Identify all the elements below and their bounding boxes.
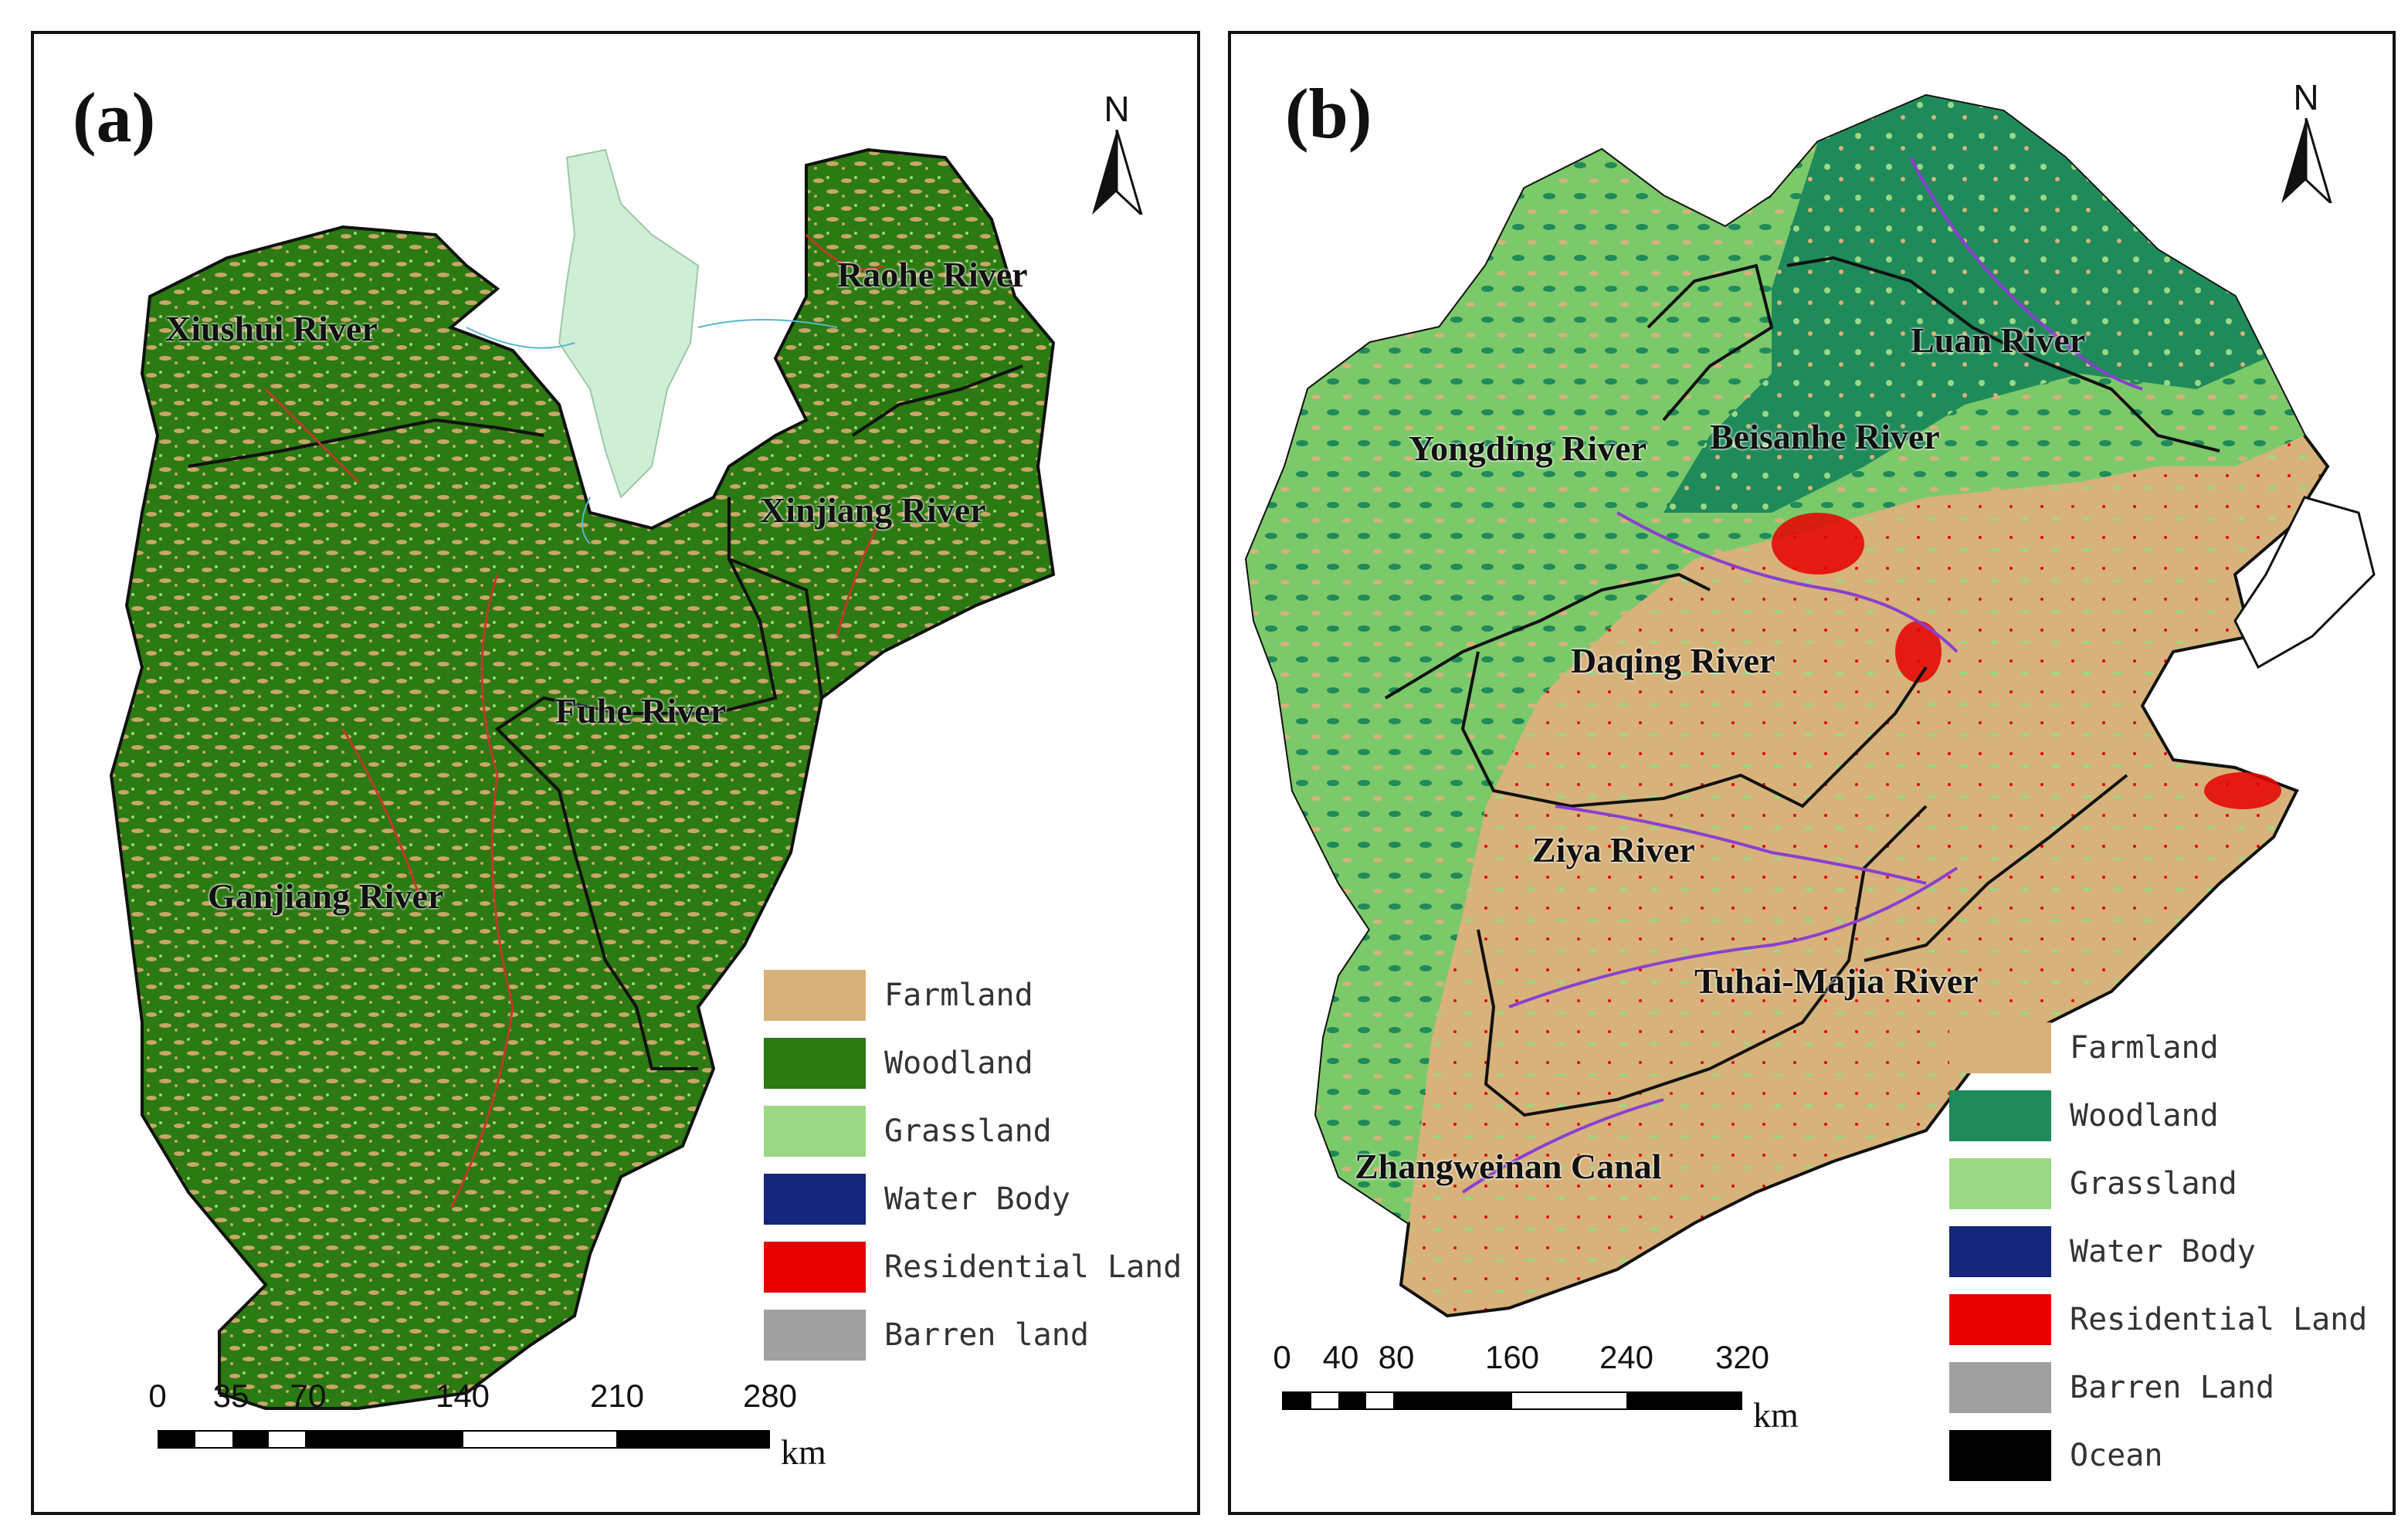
legend-swatch [764, 970, 866, 1021]
legend-label: Water Body [2070, 1234, 2256, 1269]
scale-tick: 0 [148, 1378, 167, 1414]
river-label: Ganjiang River [208, 876, 444, 916]
legend-swatch [764, 1038, 866, 1089]
scale-tick: 280 [742, 1378, 798, 1414]
legend-item: Farmland [1949, 1022, 2367, 1073]
basin-a-land [109, 147, 1056, 1410]
legend-label: Barren Land [2070, 1370, 2274, 1405]
north-arrow-icon [2281, 117, 2333, 207]
legend-swatch [764, 1242, 866, 1293]
legend-item: Water Body [1949, 1226, 2367, 1277]
legend-label: Farmland [884, 978, 1033, 1013]
river-label: Zhangweinan Canal [1355, 1147, 1662, 1186]
legend-swatch [1949, 1430, 2051, 1481]
scale-tick: 40 [1322, 1339, 1359, 1375]
scale-bar-b: 0 40 80 160 240 320 km [1248, 1339, 1943, 1447]
scale-unit: km [1753, 1395, 1799, 1435]
map-a-canvas [109, 147, 1056, 1410]
legend-label: Woodland [884, 1046, 1033, 1081]
scale-bar [158, 1430, 770, 1449]
legend-label: Ocean [2070, 1438, 2163, 1473]
scale-tick: 70 [290, 1378, 327, 1414]
north-arrow-b: N [2275, 76, 2337, 207]
legend-a: Farmland Woodland Grassland Water Body R… [764, 970, 1182, 1378]
scale-tick: 320 [1714, 1339, 1770, 1375]
panel-label-a: (a) [73, 78, 156, 157]
legend-item: Woodland [1949, 1090, 2367, 1141]
bohai-bay [2233, 496, 2376, 669]
legend-label: Woodland [2070, 1098, 2219, 1134]
river-label: Yongding River [1409, 429, 1647, 468]
legend-item: Residential Land [1949, 1294, 2367, 1345]
legend-swatch [1949, 1158, 2051, 1209]
legend-swatch [764, 1106, 866, 1157]
legend-item: Water Body [764, 1174, 1182, 1225]
legend-label: Grassland [2070, 1166, 2237, 1202]
legend-item: Residential Land [764, 1242, 1182, 1293]
panel-label-b: (b) [1285, 74, 1372, 153]
scale-tick: 240 [1599, 1339, 1654, 1375]
scale-tick: 160 [1484, 1339, 1540, 1375]
map-panel-a: (a) N Xiushui River Raohe River Xinjiang… [31, 31, 1200, 1515]
legend-item: Grassland [1949, 1158, 2367, 1209]
river-label: Ziya River [1532, 830, 1695, 869]
legend-swatch [1949, 1294, 2051, 1345]
scale-tick: 80 [1378, 1339, 1415, 1375]
river-label: Xiushui River [165, 309, 378, 348]
north-arrow-icon [1092, 129, 1144, 219]
legend-item: Ocean [1949, 1430, 2367, 1481]
legend-label: Barren land [884, 1317, 1089, 1353]
legend-swatch [1949, 1226, 2051, 1277]
legend-label: Farmland [2070, 1030, 2219, 1066]
legend-item: Barren Land [1949, 1362, 2367, 1413]
scale-bar [1282, 1391, 1742, 1410]
legend-swatch [1949, 1090, 2051, 1141]
poyang-lake [558, 148, 700, 499]
legend-item: Grassland [764, 1106, 1182, 1157]
scale-unit: km [781, 1432, 826, 1472]
legend-item: Farmland [764, 970, 1182, 1021]
river-label: Beisanhe River [1710, 417, 1940, 456]
legend-label: Residential Land [884, 1249, 1182, 1285]
river-label: Daqing River [1571, 641, 1775, 680]
river-label: Tuhai-Majia River [1694, 961, 1979, 1001]
legend-label: Water Body [884, 1181, 1070, 1217]
scale-bar-a: 0 35 70 140 210 280 km [123, 1378, 826, 1486]
legend-label: Residential Land [2070, 1302, 2368, 1337]
scale-tick: 35 [212, 1378, 249, 1414]
legend-item: Barren land [764, 1310, 1182, 1361]
scale-tick: 140 [435, 1378, 490, 1414]
north-label: N [1104, 89, 1130, 129]
legend-item: Woodland [764, 1038, 1182, 1089]
legend-swatch [764, 1310, 866, 1361]
river-label: Raohe River [837, 255, 1028, 294]
legend-swatch [764, 1174, 866, 1225]
map-panel-b: (b) N Luan River Yongding River Beisanhe… [1228, 31, 2396, 1515]
north-arrow-a: N [1086, 88, 1148, 219]
legend-label: Grassland [884, 1113, 1052, 1149]
legend-swatch [1949, 1022, 2051, 1073]
woodland-belt [1664, 96, 2266, 513]
river-label: Fuhe River [555, 691, 727, 730]
scale-tick: 0 [1273, 1339, 1291, 1375]
legend-swatch [1949, 1362, 2051, 1413]
river-label: Xinjiang River [760, 490, 986, 530]
river-label: Luan River [1911, 320, 2086, 360]
scale-tick: 210 [589, 1378, 645, 1414]
legend-b: Farmland Woodland Grassland Water Body R… [1949, 1022, 2367, 1498]
map-b-canvas [1244, 93, 2376, 1318]
north-label: N [2293, 77, 2319, 117]
